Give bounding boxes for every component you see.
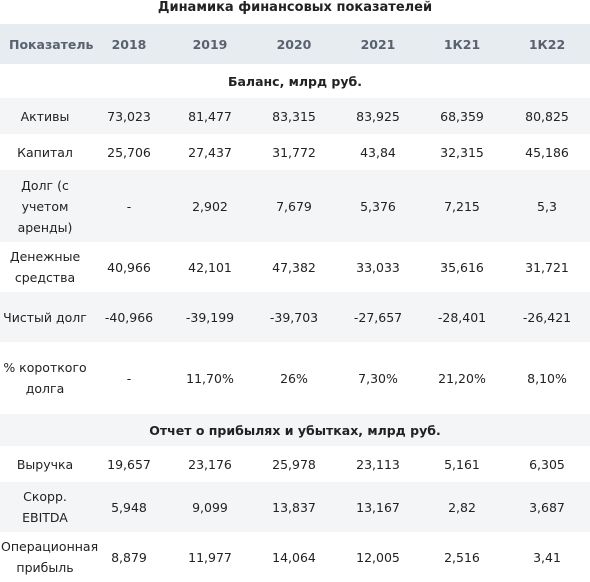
table-cell: 83,315 [272, 108, 316, 124]
table-row: Долг (с учетом аренды) - 2,902 7,679 5,3… [0, 170, 590, 242]
row-label: Капитал [17, 144, 73, 160]
table-cell: 25,706 [107, 144, 151, 160]
table-cell: -39,703 [269, 309, 319, 325]
table-cell: 8,10% [527, 370, 567, 386]
table-cell: 7,215 [444, 198, 480, 214]
table-cell: 33,033 [356, 259, 400, 275]
table-cell: 47,382 [272, 259, 316, 275]
table-row: Скорр. EBITDA 5,948 9,099 13,837 13,167 … [0, 482, 590, 532]
table-cell: 13,167 [356, 499, 400, 515]
table-cell: 21,20% [438, 370, 486, 386]
table-cell: 6,305 [529, 456, 565, 472]
table-cell: 40,966 [107, 259, 151, 275]
table-cell: 42,101 [188, 259, 232, 275]
column-header: 1К22 [528, 36, 566, 52]
row-label: % короткого долга [3, 360, 87, 396]
table-cell: 7,679 [276, 198, 312, 214]
table-cell: 23,176 [188, 456, 232, 472]
table-cell: 7,30% [358, 370, 398, 386]
table-cell: 31,721 [525, 259, 569, 275]
section-row: Отчет о прибылях и убытках, млрд руб. [0, 414, 590, 446]
table-cell: 23,113 [356, 456, 400, 472]
table-cell: 26% [280, 370, 308, 386]
table-cell: - [126, 370, 132, 386]
table-cell: 11,70% [186, 370, 234, 386]
column-header: 2018 [111, 36, 147, 52]
table-cell: 5,3 [537, 198, 557, 214]
table-cell: 2,516 [444, 549, 480, 565]
table-cell: 9,099 [192, 499, 228, 515]
table-cell: 83,925 [356, 108, 400, 124]
column-header: 2019 [192, 36, 228, 52]
table-cell: 32,315 [440, 144, 484, 160]
table-cell: - [126, 198, 132, 214]
table-cell: 73,023 [107, 108, 151, 124]
table-title: Динамика финансовых показателей [157, 0, 433, 15]
section-title: Баланс, млрд руб. [0, 64, 590, 98]
table-cell: 19,657 [107, 456, 151, 472]
table-cell: 5,948 [111, 499, 147, 515]
table-row: Чистый долг -40,966 -39,199 -39,703 -27,… [0, 292, 590, 342]
table-cell: -39,199 [185, 309, 235, 325]
table-cell: 45,186 [525, 144, 569, 160]
table-cell: -40,966 [104, 309, 154, 325]
column-header: Показатель [9, 36, 94, 52]
table-row: Активы 73,023 81,477 83,315 83,925 68,35… [0, 98, 590, 134]
table-row: Денежные средства 40,966 42,101 47,382 3… [0, 242, 590, 292]
table-row: % короткого долга - 11,70% 26% 7,30% 21,… [0, 342, 590, 414]
row-label: Чистый долг [3, 309, 87, 325]
table-cell: 31,772 [272, 144, 316, 160]
table-row: Операционная прибыль 8,879 11,977 14,064… [0, 532, 590, 582]
table-cell: 80,825 [525, 108, 569, 124]
table-cell: 35,616 [440, 259, 484, 275]
table-cell: 2,902 [192, 198, 228, 214]
table-cell: 3,41 [533, 549, 561, 565]
row-label: Активы [20, 108, 70, 124]
table-cell: 81,477 [188, 108, 232, 124]
section-row: Баланс, млрд руб. [0, 64, 590, 98]
table-cell: 68,359 [440, 108, 484, 124]
row-label: Операционная прибыль [1, 539, 99, 575]
section-title: Отчет о прибылях и убытках, млрд руб. [149, 422, 441, 438]
table-cell: 2,82 [448, 499, 476, 515]
row-label: Выручка [16, 456, 74, 472]
table-cell: -27,657 [353, 309, 403, 325]
financial-table: Показатель 2018 2019 2020 2021 1К21 1К22… [0, 24, 590, 582]
table-cell: 3,687 [529, 499, 565, 515]
table-cell: -26,421 [522, 309, 572, 325]
table-cell: 11,977 [188, 549, 232, 565]
table-cell: 12,005 [356, 549, 400, 565]
header-row: Показатель 2018 2019 2020 2021 1К21 1К22 [0, 24, 590, 64]
table-row: Выручка 19,657 23,176 25,978 23,113 5,16… [0, 446, 590, 482]
table-cell: 27,437 [188, 144, 232, 160]
table-cell: 13,837 [272, 499, 316, 515]
row-label: Денежные средства [9, 249, 81, 285]
table-cell: 8,879 [111, 549, 147, 565]
column-header: 2021 [360, 36, 396, 52]
column-header: 1К21 [443, 36, 481, 52]
table-cell: 25,978 [272, 456, 316, 472]
row-label: Скорр. EBITDA [22, 489, 68, 525]
column-header: 2020 [276, 36, 312, 52]
table-cell: 43,84 [360, 144, 396, 160]
table-cell: -28,401 [437, 309, 487, 325]
table-cell: 14,064 [272, 549, 316, 565]
table-cell: 5,161 [444, 456, 480, 472]
table-row: Капитал 25,706 27,437 31,772 43,84 32,31… [0, 134, 590, 170]
row-label: Долг (с учетом аренды) [17, 177, 73, 235]
table-cell: 5,376 [360, 198, 396, 214]
